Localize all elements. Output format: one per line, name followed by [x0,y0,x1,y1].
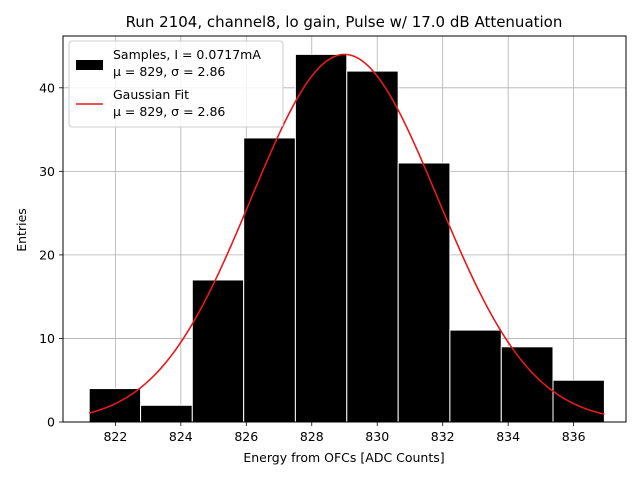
fit-layer [88,53,605,415]
legend: Samples, I = 0.0717mA μ = 829, σ = 2.86 … [68,40,284,128]
y-tick-label: 30 [39,164,55,179]
x-tick-label: 826 [234,429,258,444]
histogram-bar [294,53,348,423]
plot-frame [62,35,627,423]
x-tick-label: 828 [300,429,324,444]
x-tick-label: 822 [103,429,127,444]
chart-title: Run 2104, channel8, lo gain, Pulse w/ 17… [126,13,563,31]
y-tick-label: 0 [47,415,55,430]
legend-label-fit-line1: Gaussian Fit [113,87,189,102]
legend-label-fit-line2: μ = 829, σ = 2.86 [113,104,225,119]
histogram-bar [346,70,399,423]
histogram-bar [397,162,451,423]
x-tick-label: 830 [365,429,389,444]
bars-layer [88,53,605,423]
legend-swatch-samples [76,60,103,70]
x-axis-label: Energy from OFCs [ADC Counts] [243,450,444,465]
x-ticks: 822 824 826 828 830 832 834 836 [103,422,586,444]
x-tick-label: 836 [562,429,586,444]
legend-label-samples-line2: μ = 829, σ = 2.86 [113,64,225,79]
histogram-bar [191,279,245,423]
y-ticks: 0 10 20 30 40 [39,80,63,430]
histogram-bar [552,379,605,423]
gaussian-fit-line [88,53,605,415]
x-tick-label: 832 [431,429,455,444]
y-tick-label: 20 [39,247,55,262]
histogram-bar [449,329,502,423]
legend-label-samples-line1: Samples, I = 0.0717mA [113,47,261,62]
y-tick-label: 40 [39,80,55,95]
histogram-bar [243,137,296,423]
y-axis-label: Entries [14,208,29,252]
histogram-bar [140,404,193,423]
x-tick-label: 834 [496,429,520,444]
y-tick-label: 10 [39,331,55,346]
legend-box [68,40,284,128]
x-tick-label: 824 [169,429,193,444]
